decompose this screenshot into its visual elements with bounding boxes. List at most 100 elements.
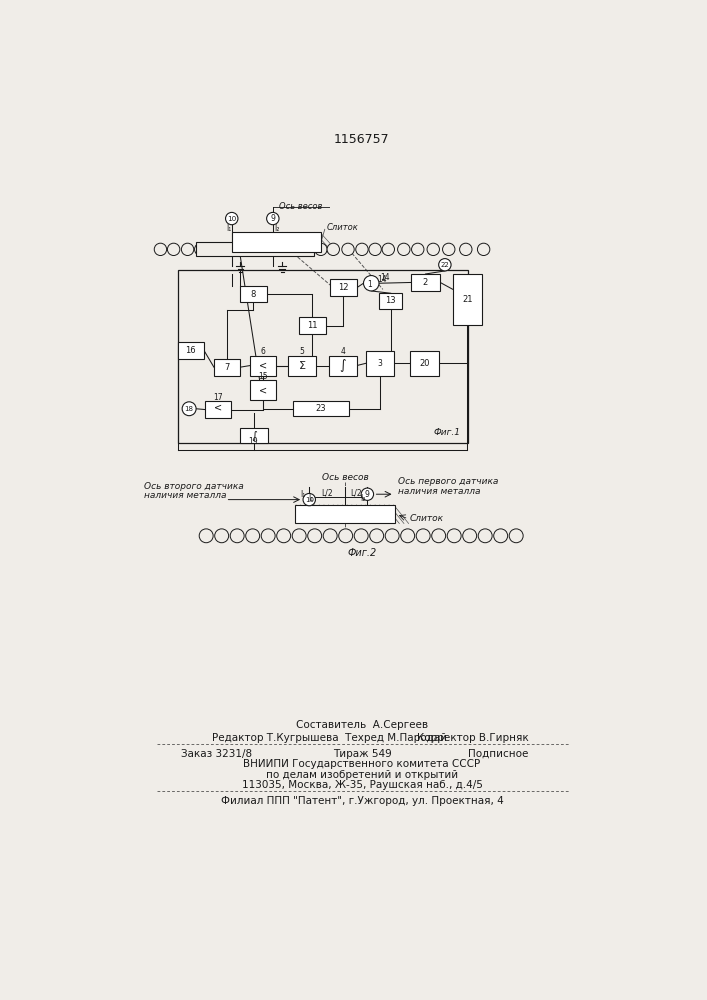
Text: 11: 11 <box>307 321 317 330</box>
Text: 7: 7 <box>224 363 230 372</box>
Text: 20: 20 <box>419 359 430 368</box>
Text: 21: 21 <box>462 295 472 304</box>
Circle shape <box>361 488 373 500</box>
Text: ∫: ∫ <box>339 359 346 372</box>
Circle shape <box>261 529 275 543</box>
Text: 1156757: 1156757 <box>334 133 390 146</box>
FancyBboxPatch shape <box>250 380 276 400</box>
Text: <: < <box>214 403 222 413</box>
FancyBboxPatch shape <box>366 351 394 376</box>
Circle shape <box>363 276 379 291</box>
Circle shape <box>448 529 461 543</box>
Text: 15: 15 <box>258 372 267 381</box>
FancyBboxPatch shape <box>293 401 349 416</box>
Circle shape <box>443 243 455 256</box>
Text: Σ: Σ <box>299 361 305 371</box>
Text: Корректор В.Гирняк: Корректор В.Гирняк <box>417 733 529 743</box>
Text: L/2: L/2 <box>321 489 333 498</box>
Circle shape <box>259 243 272 256</box>
Text: 10: 10 <box>305 497 314 503</box>
Text: 8: 8 <box>251 290 256 299</box>
Circle shape <box>370 529 384 543</box>
Circle shape <box>154 243 167 256</box>
FancyBboxPatch shape <box>411 274 440 291</box>
Text: 9: 9 <box>270 214 275 223</box>
Circle shape <box>267 212 279 225</box>
Text: 14: 14 <box>378 275 387 284</box>
Text: 4: 4 <box>340 347 345 356</box>
FancyBboxPatch shape <box>329 356 356 376</box>
Circle shape <box>315 243 327 256</box>
Circle shape <box>206 243 218 256</box>
Circle shape <box>354 529 368 543</box>
Text: Ось весов: Ось весов <box>322 473 368 482</box>
Circle shape <box>341 243 354 256</box>
Text: <: < <box>259 385 267 395</box>
Text: Редактор Т.Кугрышева  Техред М.Пародай: Редактор Т.Кугрышева Техред М.Пародай <box>212 733 448 743</box>
FancyBboxPatch shape <box>299 317 325 334</box>
FancyBboxPatch shape <box>250 356 276 376</box>
Circle shape <box>168 243 180 256</box>
Circle shape <box>276 529 291 543</box>
Circle shape <box>308 529 322 543</box>
Text: 3: 3 <box>378 359 382 368</box>
FancyBboxPatch shape <box>196 242 314 256</box>
FancyBboxPatch shape <box>410 351 440 376</box>
Text: 9: 9 <box>365 490 370 499</box>
Circle shape <box>438 259 451 271</box>
Circle shape <box>323 529 337 543</box>
Circle shape <box>478 529 492 543</box>
FancyBboxPatch shape <box>232 232 321 252</box>
Circle shape <box>427 243 440 256</box>
FancyBboxPatch shape <box>330 279 356 296</box>
Text: 14: 14 <box>380 273 390 282</box>
Circle shape <box>462 529 477 543</box>
Circle shape <box>292 243 305 256</box>
Text: l₁: l₁ <box>300 490 305 499</box>
Circle shape <box>215 529 228 543</box>
FancyBboxPatch shape <box>452 274 482 325</box>
Circle shape <box>509 529 523 543</box>
Text: Заказ 3231/8: Заказ 3231/8 <box>182 749 252 759</box>
Text: Филиал ППП "Патент", г.Ужгород, ул. Проектная, 4: Филиал ППП "Патент", г.Ужгород, ул. Прое… <box>221 796 503 806</box>
Text: 18: 18 <box>185 406 194 412</box>
FancyBboxPatch shape <box>288 356 316 376</box>
Circle shape <box>385 529 399 543</box>
Circle shape <box>230 529 244 543</box>
Text: Составитель  А.Сергеев: Составитель А.Сергеев <box>296 720 428 730</box>
Circle shape <box>397 243 410 256</box>
Text: Ось весов: Ось весов <box>279 202 322 211</box>
Text: L/2: L/2 <box>351 489 362 498</box>
Text: ВНИИПИ Государственного комитета СССР: ВНИИПИ Государственного комитета СССР <box>243 759 481 769</box>
Text: 12: 12 <box>338 283 349 292</box>
Circle shape <box>238 243 250 256</box>
Circle shape <box>401 529 414 543</box>
Text: 17: 17 <box>213 393 223 402</box>
Text: l₂: l₂ <box>274 224 279 233</box>
FancyBboxPatch shape <box>379 293 402 309</box>
Text: по делам изобретений и открытий: по делам изобретений и открытий <box>266 770 458 780</box>
Text: наличия металла: наличия металла <box>398 487 481 496</box>
Text: Ось первого датчика: Ось первого датчика <box>398 477 498 486</box>
Circle shape <box>194 243 207 256</box>
Circle shape <box>382 243 395 256</box>
Circle shape <box>369 243 381 256</box>
Text: l₁: l₁ <box>226 224 231 233</box>
Text: наличия металла: наличия металла <box>144 491 227 500</box>
Text: 5: 5 <box>300 347 305 356</box>
Text: Слиток: Слиток <box>327 223 359 232</box>
Circle shape <box>227 243 240 256</box>
Text: 16: 16 <box>185 346 196 355</box>
Circle shape <box>226 212 238 225</box>
Circle shape <box>246 529 259 543</box>
Text: <: < <box>259 361 267 371</box>
Text: 1: 1 <box>368 280 372 289</box>
Text: 13: 13 <box>385 296 396 305</box>
Text: Фиг.2: Фиг.2 <box>347 548 377 558</box>
FancyBboxPatch shape <box>295 505 395 523</box>
Circle shape <box>339 529 353 543</box>
Circle shape <box>303 493 315 506</box>
Text: 23: 23 <box>315 404 326 413</box>
Text: Ось второго датчика: Ось второго датчика <box>144 482 244 491</box>
Circle shape <box>216 243 228 256</box>
